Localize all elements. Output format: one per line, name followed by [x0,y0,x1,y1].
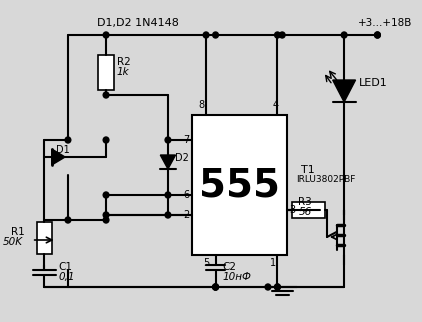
Circle shape [213,284,219,290]
Text: D1: D1 [56,145,69,155]
Circle shape [103,32,109,38]
Bar [292,202,325,218]
Circle shape [65,217,71,223]
Text: 4: 4 [273,100,279,110]
Circle shape [65,137,71,143]
Text: 50K: 50K [3,237,23,247]
Text: R1: R1 [11,227,25,237]
Text: 3: 3 [289,205,295,215]
Text: 8: 8 [198,100,204,110]
Circle shape [275,32,280,38]
Text: +3...+18В: +3...+18В [358,18,413,28]
Circle shape [213,284,219,290]
Circle shape [203,32,209,38]
Circle shape [213,284,219,290]
Text: R2: R2 [116,57,130,67]
Circle shape [103,92,109,98]
Circle shape [103,137,109,143]
Circle shape [103,217,109,223]
Circle shape [275,284,280,290]
Text: R3: R3 [298,197,312,207]
Text: D1,D2 1N4148: D1,D2 1N4148 [97,18,179,28]
Text: T1: T1 [301,165,315,175]
Bar [98,55,114,90]
Text: 0,1: 0,1 [58,272,75,282]
Circle shape [213,32,219,38]
Bar [37,222,52,254]
Text: C1: C1 [58,262,73,272]
Circle shape [165,212,171,218]
Text: 1k: 1k [116,67,129,77]
Polygon shape [52,149,65,165]
Text: C2: C2 [222,262,236,272]
Text: 2: 2 [184,210,190,220]
Circle shape [375,32,380,38]
Text: 10нФ: 10нФ [222,272,251,282]
Circle shape [165,137,171,143]
Polygon shape [333,80,356,102]
Circle shape [341,32,347,38]
Text: IRLU3802PBF: IRLU3802PBF [297,175,356,184]
Bar [192,115,287,255]
Text: 7: 7 [184,135,190,145]
Circle shape [103,192,109,198]
Circle shape [265,284,271,290]
Circle shape [165,192,171,198]
Polygon shape [160,155,176,169]
Circle shape [375,32,380,38]
Circle shape [103,212,109,218]
Circle shape [279,32,285,38]
Text: 1: 1 [270,258,276,268]
Text: LED1: LED1 [358,78,387,88]
Text: 5: 5 [203,258,209,268]
Circle shape [275,284,280,290]
Text: 6: 6 [184,190,190,200]
Text: D2: D2 [175,153,189,163]
Text: 555: 555 [199,166,280,204]
Text: 56: 56 [298,207,312,217]
